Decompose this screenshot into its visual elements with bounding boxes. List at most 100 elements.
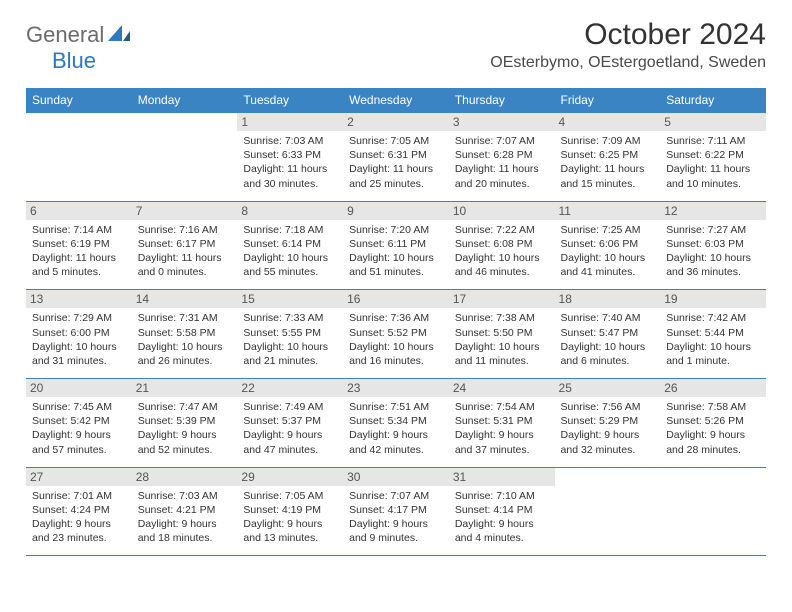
sunrise-text: Sunrise: 7:42 AM xyxy=(666,311,760,325)
sunrise-text: Sunrise: 7:33 AM xyxy=(243,311,337,325)
sunset-text: Sunset: 5:39 PM xyxy=(138,414,232,428)
sunrise-text: Sunrise: 7:56 AM xyxy=(561,400,655,414)
daylight-text: Daylight: 11 hours xyxy=(243,162,337,176)
daylight-text: and 5 minutes. xyxy=(32,265,126,279)
day-number: 22 xyxy=(237,379,343,397)
daylight-text: Daylight: 10 hours xyxy=(666,251,760,265)
calendar-cell: 1Sunrise: 7:03 AMSunset: 6:33 PMDaylight… xyxy=(237,113,343,202)
daylight-text: and 4 minutes. xyxy=(455,531,549,545)
calendar-cell: 5Sunrise: 7:11 AMSunset: 6:22 PMDaylight… xyxy=(660,113,766,202)
logo-text-general: General xyxy=(26,22,104,48)
daylight-text: and 10 minutes. xyxy=(666,177,760,191)
calendar-body: 1Sunrise: 7:03 AMSunset: 6:33 PMDaylight… xyxy=(26,113,766,556)
calendar-cell xyxy=(132,113,238,202)
calendar-cell: 31Sunrise: 7:10 AMSunset: 4:14 PMDayligh… xyxy=(449,467,555,556)
weekday-header-row: Sunday Monday Tuesday Wednesday Thursday… xyxy=(26,88,766,113)
daylight-text: Daylight: 9 hours xyxy=(32,428,126,442)
weekday-header: Tuesday xyxy=(237,88,343,113)
daylight-text: Daylight: 10 hours xyxy=(455,340,549,354)
sunset-text: Sunset: 4:24 PM xyxy=(32,503,126,517)
sunrise-text: Sunrise: 7:54 AM xyxy=(455,400,549,414)
sunset-text: Sunset: 5:42 PM xyxy=(32,414,126,428)
daylight-text: Daylight: 10 hours xyxy=(243,340,337,354)
daylight-text: and 55 minutes. xyxy=(243,265,337,279)
daylight-text: and 41 minutes. xyxy=(561,265,655,279)
calendar-cell: 14Sunrise: 7:31 AMSunset: 5:58 PMDayligh… xyxy=(132,290,238,379)
day-number: 17 xyxy=(449,290,555,308)
daylight-text: Daylight: 10 hours xyxy=(138,340,232,354)
calendar-row: 6Sunrise: 7:14 AMSunset: 6:19 PMDaylight… xyxy=(26,201,766,290)
logo: General xyxy=(26,22,132,48)
calendar-cell: 27Sunrise: 7:01 AMSunset: 4:24 PMDayligh… xyxy=(26,467,132,556)
daylight-text: and 57 minutes. xyxy=(32,443,126,457)
calendar-cell: 3 Sunrise: 7:07 AMSunset: 6:28 PMDaylight… xyxy=(449,113,555,202)
calendar-row: 20Sunrise: 7:45 AMSunset: 5:42 PMDayligh… xyxy=(26,379,766,468)
calendar-cell: 24Sunrise: 7:54 AMSunset: 5:31 PMDayligh… xyxy=(449,379,555,468)
sunset-text: Sunset: 6:28 PM xyxy=(455,148,549,162)
sunrise-text: Sunrise: 7:27 AM xyxy=(666,223,760,237)
logo-text-blue: Blue xyxy=(52,48,96,74)
sunset-text: Sunset: 5:26 PM xyxy=(666,414,760,428)
calendar-cell: 6Sunrise: 7:14 AMSunset: 6:19 PMDaylight… xyxy=(26,201,132,290)
daylight-text: and 0 minutes. xyxy=(138,265,232,279)
daylight-text: and 23 minutes. xyxy=(32,531,126,545)
day-number: 7 xyxy=(132,202,238,220)
calendar-cell: 9Sunrise: 7:20 AMSunset: 6:11 PMDaylight… xyxy=(343,201,449,290)
day-number: 23 xyxy=(343,379,449,397)
daylight-text: Daylight: 11 hours xyxy=(455,162,549,176)
daylight-text: and 20 minutes. xyxy=(455,177,549,191)
sunset-text: Sunset: 5:31 PM xyxy=(455,414,549,428)
day-number: 3 xyxy=(449,113,555,131)
sunset-text: Sunset: 5:29 PM xyxy=(561,414,655,428)
location-text: OEsterbymo, OEstergoetland, Sweden xyxy=(490,54,766,72)
sunrise-text: Sunrise: 7:03 AM xyxy=(243,134,337,148)
sunrise-text: Sunrise: 7:45 AM xyxy=(32,400,126,414)
daylight-text: and 32 minutes. xyxy=(561,443,655,457)
daylight-text: Daylight: 10 hours xyxy=(561,340,655,354)
day-number: 24 xyxy=(449,379,555,397)
sunrise-text: Sunrise: 7:49 AM xyxy=(243,400,337,414)
daylight-text: and 18 minutes. xyxy=(138,531,232,545)
sunset-text: Sunset: 5:52 PM xyxy=(349,326,443,340)
day-number: 8 xyxy=(237,202,343,220)
sunrise-text: Sunrise: 7:01 AM xyxy=(32,489,126,503)
sunset-text: Sunset: 6:08 PM xyxy=(455,237,549,251)
day-number: 25 xyxy=(555,379,661,397)
month-title: October 2024 xyxy=(490,18,766,52)
calendar-cell: 23Sunrise: 7:51 AMSunset: 5:34 PMDayligh… xyxy=(343,379,449,468)
daylight-text: Daylight: 9 hours xyxy=(243,428,337,442)
calendar-cell: 10Sunrise: 7:22 AMSunset: 6:08 PMDayligh… xyxy=(449,201,555,290)
day-number: 9 xyxy=(343,202,449,220)
day-number: 31 xyxy=(449,468,555,486)
sunset-text: Sunset: 5:50 PM xyxy=(455,326,549,340)
weekday-header: Saturday xyxy=(660,88,766,113)
daylight-text: Daylight: 9 hours xyxy=(455,517,549,531)
calendar-row: 13Sunrise: 7:29 AMSunset: 6:00 PMDayligh… xyxy=(26,290,766,379)
calendar-cell: 2Sunrise: 7:05 AMSunset: 6:31 PMDaylight… xyxy=(343,113,449,202)
calendar-cell: 8Sunrise: 7:18 AMSunset: 6:14 PMDaylight… xyxy=(237,201,343,290)
daylight-text: Daylight: 11 hours xyxy=(666,162,760,176)
sunrise-text: Sunrise: 7:58 AM xyxy=(666,400,760,414)
sunset-text: Sunset: 6:19 PM xyxy=(32,237,126,251)
day-number: 10 xyxy=(449,202,555,220)
day-number: 6 xyxy=(26,202,132,220)
sunset-text: Sunset: 5:44 PM xyxy=(666,326,760,340)
day-number: 30 xyxy=(343,468,449,486)
daylight-text: Daylight: 9 hours xyxy=(349,517,443,531)
weekday-header: Wednesday xyxy=(343,88,449,113)
daylight-text: and 46 minutes. xyxy=(455,265,549,279)
day-number: 29 xyxy=(237,468,343,486)
daylight-text: and 15 minutes. xyxy=(561,177,655,191)
calendar-cell: 12Sunrise: 7:27 AMSunset: 6:03 PMDayligh… xyxy=(660,201,766,290)
daylight-text: and 42 minutes. xyxy=(349,443,443,457)
sunrise-text: Sunrise: 7:07 AM xyxy=(455,134,549,148)
daylight-text: and 25 minutes. xyxy=(349,177,443,191)
calendar-table: Sunday Monday Tuesday Wednesday Thursday… xyxy=(26,88,766,556)
sunrise-text: Sunrise: 7:25 AM xyxy=(561,223,655,237)
day-number: 26 xyxy=(660,379,766,397)
sunset-text: Sunset: 6:31 PM xyxy=(349,148,443,162)
calendar-cell: 18Sunrise: 7:40 AMSunset: 5:47 PMDayligh… xyxy=(555,290,661,379)
sunset-text: Sunset: 5:55 PM xyxy=(243,326,337,340)
weekday-header: Thursday xyxy=(449,88,555,113)
sunset-text: Sunset: 6:25 PM xyxy=(561,148,655,162)
